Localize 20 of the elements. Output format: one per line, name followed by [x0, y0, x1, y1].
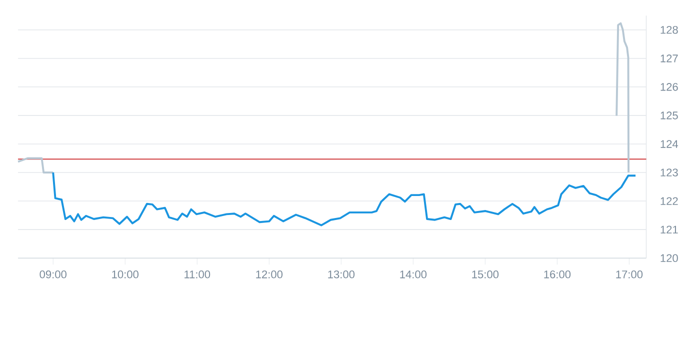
- y-tick-label: 124: [660, 140, 678, 148]
- y-tick-label: 125: [660, 112, 678, 120]
- y-tick-label: 121: [660, 226, 678, 234]
- x-tick-label: 12:00: [256, 270, 283, 279]
- x-tick-label: 09:00: [40, 270, 66, 279]
- x-tick-label: 17:00: [616, 270, 643, 279]
- x-tick-label: 11:00: [184, 270, 210, 279]
- x-tick-label: 14:00: [400, 270, 427, 279]
- y-tick-label: 126: [660, 83, 678, 92]
- y-tick-label: 127: [660, 54, 678, 62]
- x-tick-label: 15:00: [472, 270, 499, 279]
- x-tick-label: 13:00: [328, 270, 355, 279]
- y-tick-label: 120: [660, 254, 678, 262]
- y-tick-label: 128: [660, 26, 678, 34]
- x-tick-label: 16:00: [544, 270, 571, 279]
- x-tick-label: 10:00: [112, 270, 138, 279]
- y-tick-label: 123: [660, 168, 678, 177]
- line-series: [52, 172, 636, 227]
- line-series: [616, 22, 630, 174]
- y-tick-label: 122: [660, 197, 678, 206]
